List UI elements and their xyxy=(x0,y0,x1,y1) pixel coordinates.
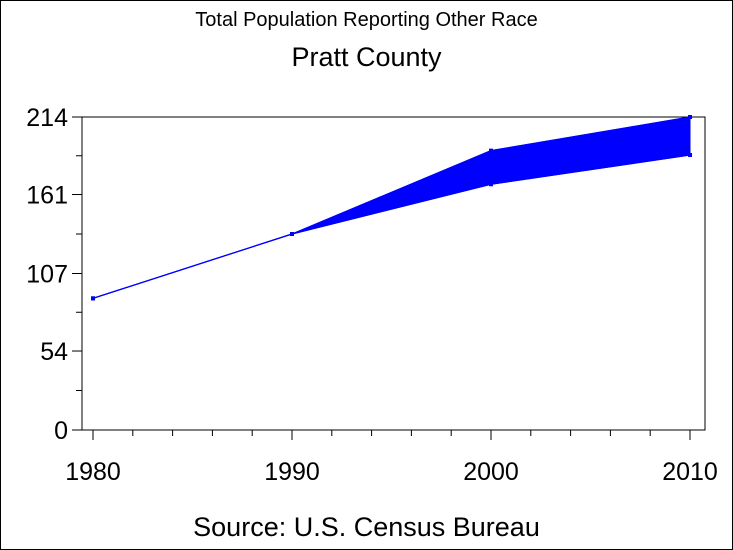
y-tick-label: 0 xyxy=(54,417,68,445)
x-tick-label: 1980 xyxy=(65,458,121,486)
data-point xyxy=(91,296,95,301)
x-axis: 1980 1990 2000 2010 xyxy=(65,430,718,486)
x-tick-label: 1990 xyxy=(264,458,320,486)
series-layer xyxy=(91,115,692,301)
y-tick-label: 107 xyxy=(26,261,68,289)
x-tick-label: 2010 xyxy=(662,458,718,486)
y-axis: 0 54 107 161 214 xyxy=(26,104,82,445)
data-point xyxy=(290,232,294,237)
chart-subtitle: Pratt County xyxy=(291,42,442,72)
y-tick-label: 161 xyxy=(26,182,68,210)
data-point xyxy=(489,182,493,187)
data-point xyxy=(688,115,692,119)
data-point xyxy=(489,148,493,153)
data-point xyxy=(688,153,692,158)
band-layer xyxy=(92,116,691,299)
y-tick-label: 214 xyxy=(26,104,68,132)
x-tick-label: 2000 xyxy=(463,458,519,486)
chart-title: Total Population Reporting Other Race xyxy=(195,9,538,31)
y-tick-label: 54 xyxy=(40,338,68,366)
series-line-1 xyxy=(92,154,691,299)
chart-source: Source: U.S. Census Bureau xyxy=(193,512,540,542)
range-band xyxy=(92,116,691,299)
